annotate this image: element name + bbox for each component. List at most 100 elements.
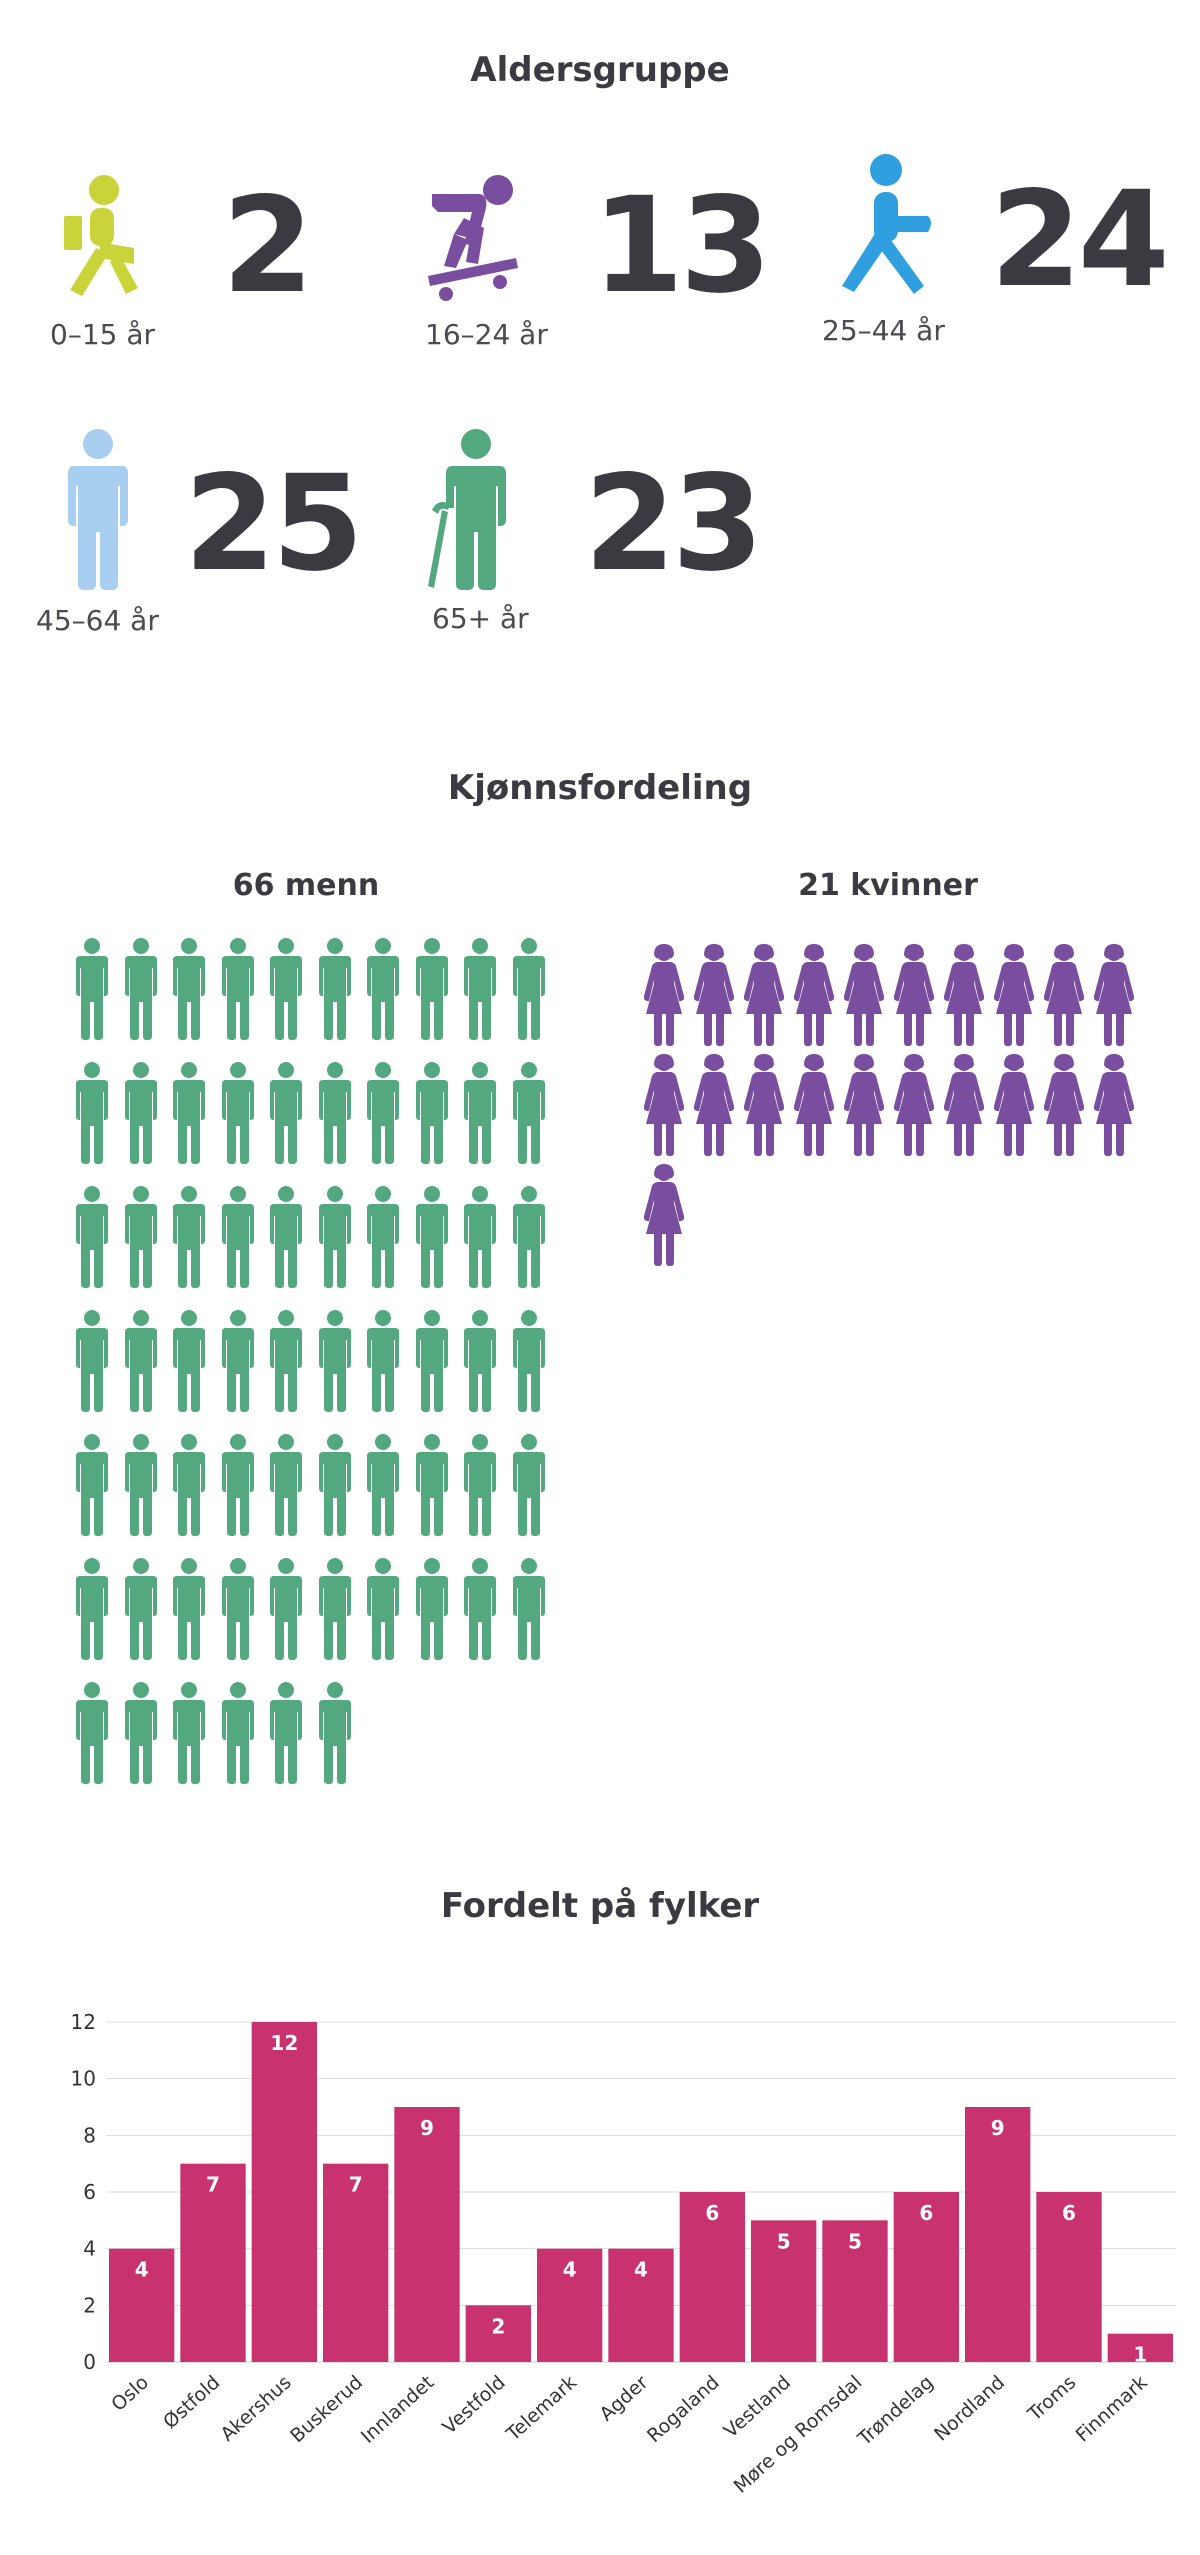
man-icon (270, 1682, 302, 1784)
skateboarder-icon (428, 175, 518, 301)
man-icon (124, 1310, 157, 1412)
man-icon (318, 938, 351, 1040)
bar-value-label: 1 (1133, 2343, 1147, 2367)
men-count-heading: 66 menn (232, 868, 380, 903)
category-label: Nordland (930, 2371, 1009, 2445)
bar-value-label: 9 (991, 2116, 1005, 2140)
bar-value-label: 5 (777, 2229, 791, 2253)
category-label: Rogaland (643, 2371, 724, 2447)
age-label: 16–24 år (425, 318, 548, 351)
man-icon (367, 938, 399, 1040)
man-icon (124, 1062, 157, 1164)
man-icon (367, 1186, 399, 1288)
age-label: 25–44 år (822, 314, 945, 347)
bar (251, 2022, 317, 2362)
age-section-title: Aldersgruppe (470, 50, 730, 90)
y-tick-label: 10 (71, 2067, 96, 2091)
man-icon (221, 1682, 254, 1784)
woman-icon (794, 1054, 834, 1156)
man-icon (221, 1558, 254, 1660)
woman-icon (1044, 1054, 1084, 1156)
woman-icon (944, 944, 984, 1046)
man-icon (173, 938, 205, 1040)
bar (180, 2163, 246, 2362)
category-label: Telemark (502, 2371, 581, 2446)
man-icon (221, 1062, 254, 1164)
y-tick-label: 2 (83, 2293, 96, 2317)
y-tick-label: 0 (83, 2350, 96, 2374)
bar (465, 2305, 531, 2362)
man-icon (464, 1310, 496, 1412)
y-tick-label: 4 (83, 2237, 96, 2261)
man-icon (512, 1434, 545, 1536)
man-icon (464, 1558, 496, 1660)
age-count: 23 (584, 447, 764, 601)
woman-icon (644, 1164, 684, 1266)
man-icon (318, 1062, 351, 1164)
bar (1036, 2192, 1102, 2362)
bar-value-label: 2 (491, 2314, 505, 2338)
bar-value-label: 4 (634, 2258, 648, 2282)
man-icon (173, 1310, 205, 1412)
man-icon (76, 1186, 108, 1288)
man-icon (415, 1558, 448, 1660)
man-icon (124, 1682, 157, 1784)
bar (323, 2163, 389, 2362)
man-icon (464, 1434, 496, 1536)
bar-value-label: 12 (270, 2031, 298, 2055)
man-icon (76, 1310, 108, 1412)
woman-icon (1094, 944, 1134, 1046)
man-icon (76, 1558, 108, 1660)
man-icon (367, 1062, 399, 1164)
bar (679, 2192, 745, 2362)
bar (394, 2107, 460, 2362)
age-count: 13 (592, 169, 772, 323)
man-icon (415, 1186, 448, 1288)
man-icon (270, 1434, 302, 1536)
bar-value-label: 6 (919, 2201, 933, 2225)
woman-icon (1094, 1054, 1134, 1156)
gender-section-title: Kjønnsfordeling (447, 768, 753, 808)
child-reading-icon (64, 175, 138, 296)
man-icon (173, 1682, 205, 1784)
bar-value-label: 6 (1062, 2201, 1076, 2225)
man-icon (512, 1062, 545, 1164)
man-icon (318, 1682, 351, 1784)
elderly-cane-icon (428, 429, 506, 590)
bar (751, 2220, 817, 2362)
age-count: 2 (222, 169, 314, 323)
man-icon (367, 1310, 399, 1412)
bar-value-label: 7 (349, 2173, 363, 2197)
woman-icon (844, 1054, 884, 1156)
woman-icon (994, 1054, 1034, 1156)
bar (608, 2248, 674, 2362)
category-label: Oslo (107, 2371, 153, 2415)
category-label: Akershus (217, 2371, 296, 2445)
man-icon (318, 1434, 351, 1536)
man-icon (76, 1434, 108, 1536)
standing-person-icon (68, 429, 128, 590)
bar-value-label: 6 (705, 2201, 719, 2225)
man-icon (367, 1558, 399, 1660)
man-icon (512, 1186, 545, 1288)
age-label: 45–64 år (36, 604, 159, 637)
age-label: 0–15 år (50, 318, 156, 351)
y-tick-label: 8 (83, 2123, 96, 2147)
woman-icon (694, 944, 734, 1046)
woman-icon (894, 1054, 934, 1156)
man-icon (221, 938, 254, 1040)
category-label: Møre og Romsdal (730, 2371, 867, 2497)
man-icon (512, 1558, 545, 1660)
y-tick-label: 6 (83, 2180, 96, 2204)
bar (893, 2192, 959, 2362)
age-count: 24 (990, 163, 1170, 317)
category-label: Agder (596, 2371, 653, 2425)
category-label: Vestfold (438, 2371, 509, 2438)
man-icon (124, 938, 157, 1040)
man-icon (318, 1558, 351, 1660)
woman-icon (994, 944, 1034, 1046)
woman-icon (694, 1054, 734, 1156)
man-icon (270, 938, 302, 1040)
category-label: Innlandet (357, 2371, 438, 2447)
man-icon (124, 1558, 157, 1660)
